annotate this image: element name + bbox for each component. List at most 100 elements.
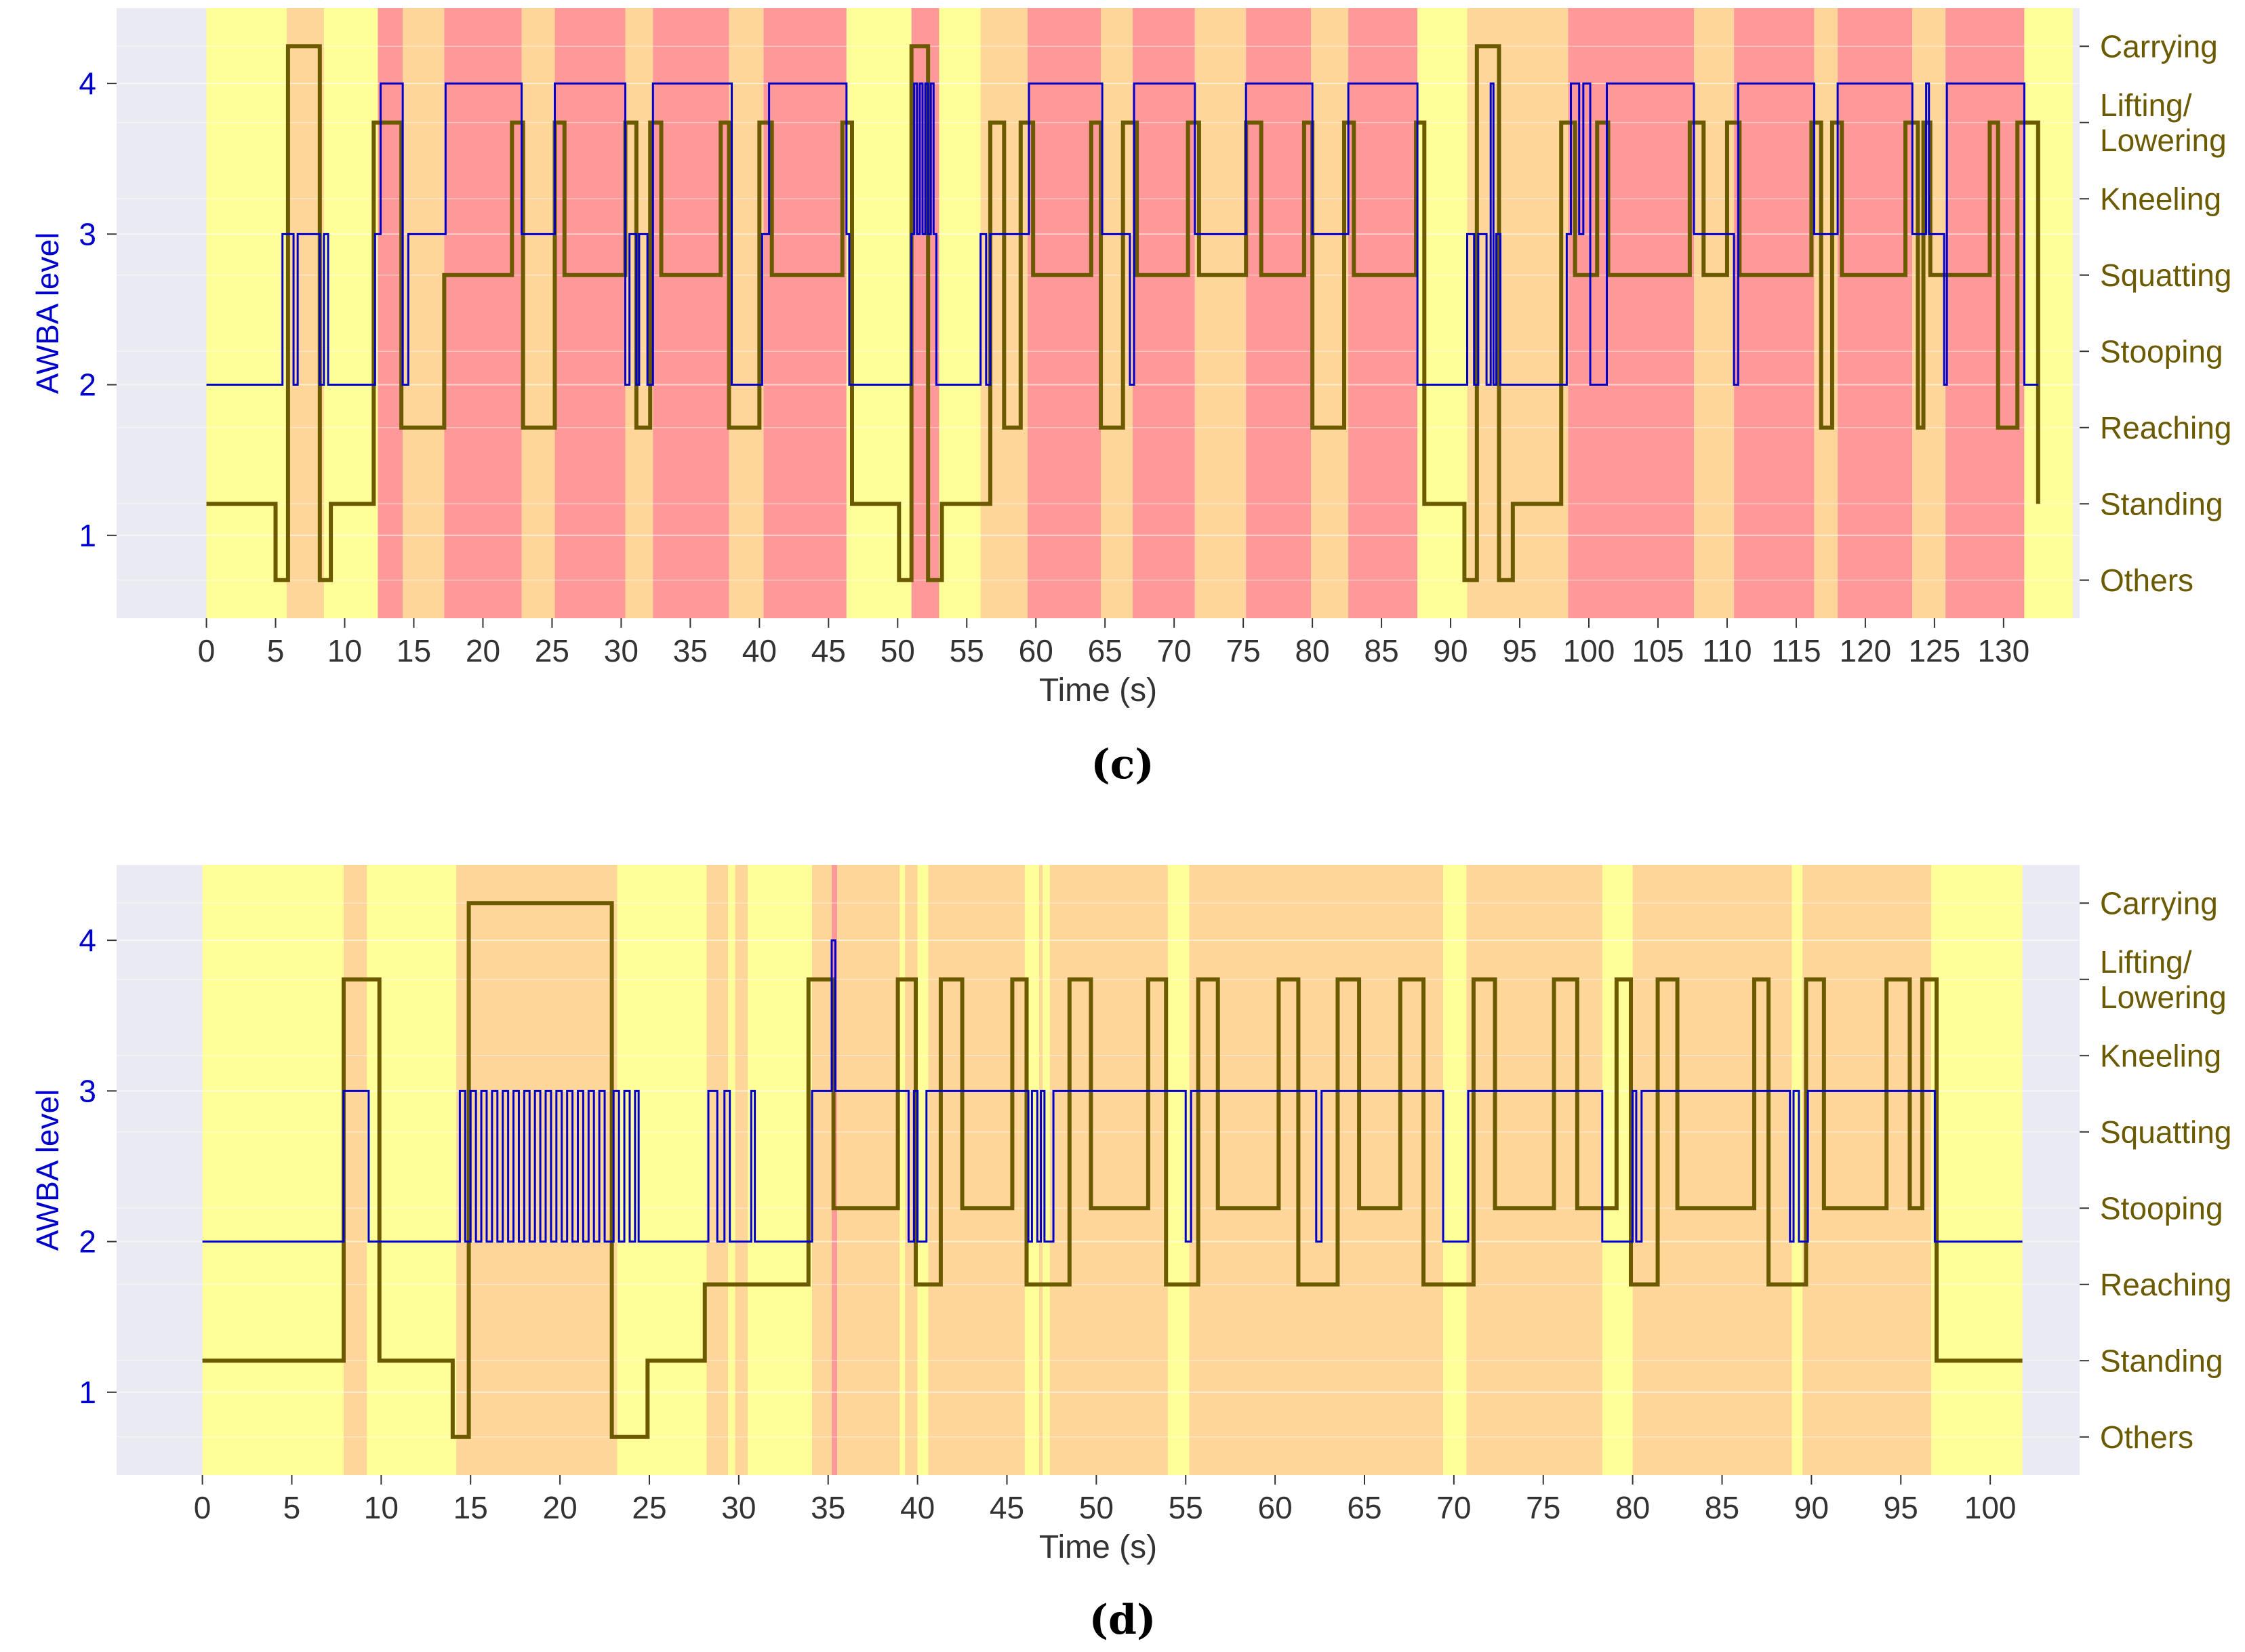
x-tick-label: 50 [1079,1490,1114,1525]
x-tick-label: 130 [1977,633,2029,668]
x-tick-label: 85 [1705,1490,1739,1525]
right-tick-label: Lowering [2100,980,2227,1015]
x-tick-label: 5 [267,633,285,668]
risk-band-high [1606,8,1694,618]
x-tick-label: 70 [1436,1490,1471,1525]
x-tick-label: 110 [1702,633,1752,668]
risk-band-mid [735,865,748,1475]
right-tick-label: Carrying [2100,885,2218,921]
x-tick-label: 55 [1169,1490,1203,1525]
y-tick-label: 1 [79,1375,96,1410]
right-tick-label: Reaching [2100,410,2231,445]
risk-band-mid [928,865,1025,1475]
x-tick-label: 10 [364,1490,399,1525]
risk-band-mid [1466,865,1602,1475]
x-tick-label: 40 [900,1490,935,1525]
risk-band-high [1246,8,1312,618]
x-tick-label: 5 [283,1490,301,1525]
right-tick-label: Lifting/ [2100,944,2192,980]
risk-band-low [846,8,912,618]
risk-band-mid [1101,8,1133,618]
risk-band-high [1348,8,1418,618]
chart-panel-d: 0 5 10 15 20 25 30 35 40 45 50 55 60 65 70 75 80 85 90 95 10… [30,865,2231,1565]
x-axis-label: Time (s) [1039,672,1157,708]
risk-band-high [444,8,522,618]
risk-band-high [378,8,403,618]
x-tick-label: 0 [194,1490,211,1525]
risk-band-low [939,8,981,618]
x-tick-label: 60 [1258,1490,1293,1525]
risk-band-mid [1311,8,1349,618]
x-tick-label: 25 [632,1490,666,1525]
x-tick-label: 10 [327,633,362,668]
x-tick-label: 60 [1019,633,1053,668]
risk-band-mid [1693,8,1735,618]
right-tick-label: Others [2100,1419,2193,1455]
x-tick-label: 25 [535,633,569,668]
risk-band-high [1945,8,2025,618]
risk-band-mid [343,865,367,1475]
x-tick-label: 80 [1615,1490,1650,1525]
risk-band-mid [1467,8,1569,618]
x-tick-label: 20 [543,1490,578,1525]
right-tick-label: Others [2100,563,2193,598]
x-tick-label: 105 [1632,633,1684,668]
risk-band-high [1568,8,1607,618]
awba-series-line [206,82,2038,386]
right-tick-label: Lowering [2100,123,2227,158]
risk-band-high [1027,8,1101,618]
right-tick-label: Squatting [2100,258,2231,293]
x-tick-label: 15 [453,1490,488,1525]
x-tick-label: 100 [1563,633,1615,668]
risk-band-high [1132,8,1195,618]
x-tick-label: 65 [1347,1490,1381,1525]
right-tick-label: Reaching [2100,1267,2231,1302]
risk-band-high [554,8,626,618]
x-tick-label: 20 [466,633,500,668]
awba-series-line [202,939,2023,1243]
x-tick-label: 55 [950,633,984,668]
x-tick-label: 70 [1157,633,1192,668]
chart-panel-c: 0 5 10 15 20 25 30 35 40 45 50 55 60 65 70 75 80 85 90 95 10… [30,8,2231,708]
panel-label-c: (c) [1091,741,1154,788]
activity-series-line [202,901,2023,1439]
risk-band-high [1734,8,1815,618]
x-tick-label: 30 [604,633,639,668]
x-tick-label: 95 [1502,633,1537,668]
x-tick-label: 50 [881,633,915,668]
x-tick-label: 0 [198,633,216,668]
y-axis-label: AWBA level [30,1089,65,1251]
y-tick-label: 3 [79,1073,96,1108]
x-tick-label: 120 [1840,633,1892,668]
risk-band-mid [811,865,900,1475]
y-tick-label: 2 [79,367,96,403]
risk-band-mid [403,8,445,618]
risk-band-high [1838,8,1913,618]
x-tick-label: 65 [1088,633,1122,668]
x-tick-label: 125 [1908,633,1960,668]
x-tick-label: 90 [1433,633,1468,668]
right-tick-label: Carrying [2100,28,2218,64]
y-tick-label: 1 [79,518,96,553]
risk-band-mid [521,8,555,618]
x-tick-label: 45 [811,633,846,668]
right-tick-label: Stooping [2100,334,2223,369]
x-tick-label: 15 [397,633,431,668]
risk-band-mid [1194,8,1247,618]
risk-band-low [2024,8,2073,618]
activity-series-line [206,44,2040,582]
risk-band-mid [456,865,618,1475]
right-tick-label: Kneeling [2100,1038,2221,1073]
x-axis-label: Time (s) [1039,1529,1157,1565]
y-tick-label: 3 [79,216,96,251]
y-axis-label: AWBA level [30,233,65,395]
risk-band-high [653,8,729,618]
x-tick-label: 75 [1526,1490,1560,1525]
x-tick-label: 95 [1884,1490,1918,1525]
x-tick-label: 30 [721,1490,756,1525]
x-tick-label: 90 [1794,1490,1829,1525]
right-tick-label: Lifting/ [2100,87,2192,123]
right-tick-label: Standing [2100,486,2223,521]
x-tick-label: 100 [1964,1490,2017,1525]
y-tick-label: 2 [79,1224,96,1260]
